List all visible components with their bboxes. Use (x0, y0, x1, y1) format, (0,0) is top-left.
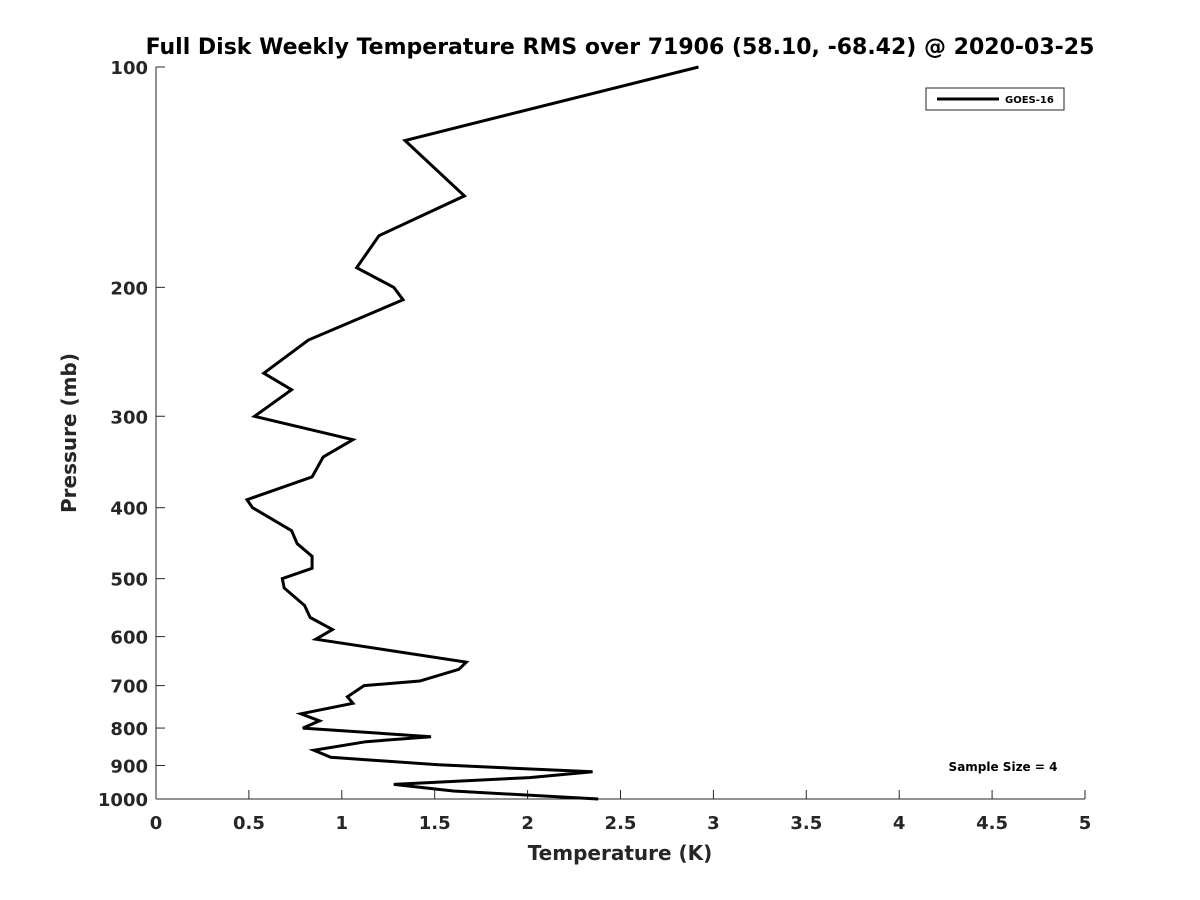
x-axis-label: Temperature (K) (528, 841, 713, 865)
x-tick-label: 3.5 (790, 813, 822, 834)
chart-title: Full Disk Weekly Temperature RMS over 71… (146, 35, 1095, 60)
y-tick-label: 900 (110, 757, 148, 778)
x-tick-label: 0 (150, 813, 163, 834)
x-tick-label: 3 (707, 813, 720, 834)
y-tick-label: 600 (110, 628, 148, 649)
y-tick-label: 1000 (98, 790, 148, 811)
x-tick-label: 4.5 (976, 813, 1008, 834)
x-axis-ticks: 0 0.5 1 1.5 2 2.5 3 3.5 4 4.5 5 (150, 790, 1092, 834)
legend: GOES-16 (925, 87, 1065, 111)
y-tick-label: 800 (110, 719, 148, 740)
x-tick-label: 2.5 (605, 813, 637, 834)
y-tick-label: 400 (110, 499, 148, 520)
x-tick-label: 4 (893, 813, 906, 834)
y-axis-label: Pressure (mb) (57, 353, 81, 513)
x-tick-label: 5 (1079, 813, 1092, 834)
y-axis-ticks: 100 200 300 400 500 600 700 800 900 1000 (98, 58, 165, 811)
legend-entry-goes-16: GOES-16 (1005, 95, 1054, 106)
y-tick-label: 300 (110, 407, 148, 428)
y-tick-label: 100 (110, 58, 148, 79)
y-tick-label: 700 (110, 677, 148, 698)
x-tick-label: 2 (521, 813, 534, 834)
sample-size-annotation: Sample Size = 4 (949, 760, 1058, 774)
y-tick-label: 500 (110, 570, 148, 591)
x-tick-label: 0.5 (233, 813, 265, 834)
series-line-goes-16 (244, 65, 699, 801)
x-tick-label: 1.5 (419, 813, 451, 834)
y-tick-label: 200 (110, 278, 148, 299)
plot-area (156, 67, 1085, 799)
x-tick-label: 1 (336, 813, 349, 834)
